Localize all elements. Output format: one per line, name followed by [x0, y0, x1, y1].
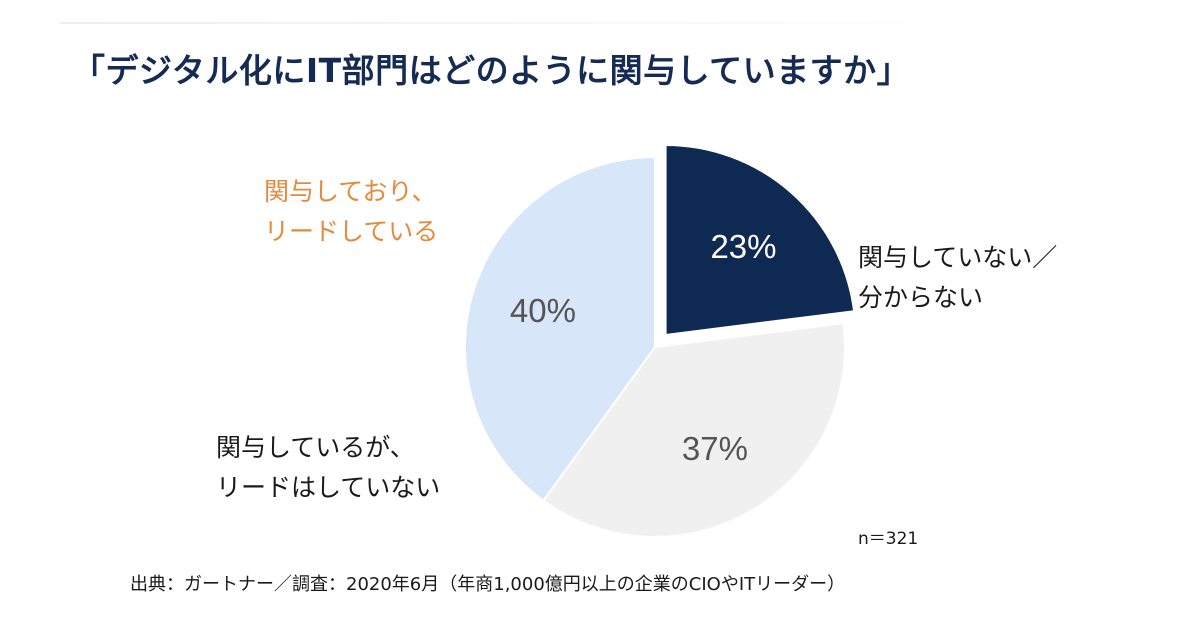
chart-title: 「デジタル化にIT部門はどのように関与していますか」 — [72, 51, 911, 90]
slice-label-involved-not-leading-line1: 関与しているが、 — [216, 433, 415, 462]
slice-label-leading-line2: リードしている — [264, 217, 439, 246]
pie-slice-3 — [464, 155, 656, 503]
pie-value-label-1: 23% — [710, 228, 776, 265]
slice-label-not-involved-line2: 分からない — [858, 283, 984, 312]
top-divider — [60, 22, 980, 24]
slice-label-involved-not-leading: 関与しているが、 リードはしていない — [216, 428, 440, 508]
source-note: 出典：ガートナー／調査：2020年6月（年商1,000億円以上の企業のCIOやI… — [130, 574, 846, 595]
pie-slice-1 — [664, 143, 856, 337]
pie-slice-2 — [541, 322, 846, 538]
pie-value-label-2: 37% — [682, 430, 748, 467]
slice-label-leading-line1: 関与しており、 — [264, 177, 437, 206]
slice-label-involved-not-leading-line2: リードはしていない — [216, 473, 441, 502]
slice-label-leading: 関与しており、 リードしている — [264, 172, 438, 252]
sample-size: n＝321 — [858, 529, 919, 549]
pie-value-labels: 23% 37% 40% — [510, 228, 777, 467]
slice-label-not-involved: 関与していない／ 分からない — [858, 238, 1057, 318]
slice-label-not-involved-line1: 関与していない／ — [858, 243, 1058, 272]
pie-value-label-3: 40% — [510, 292, 576, 329]
pie-slices — [464, 143, 856, 538]
